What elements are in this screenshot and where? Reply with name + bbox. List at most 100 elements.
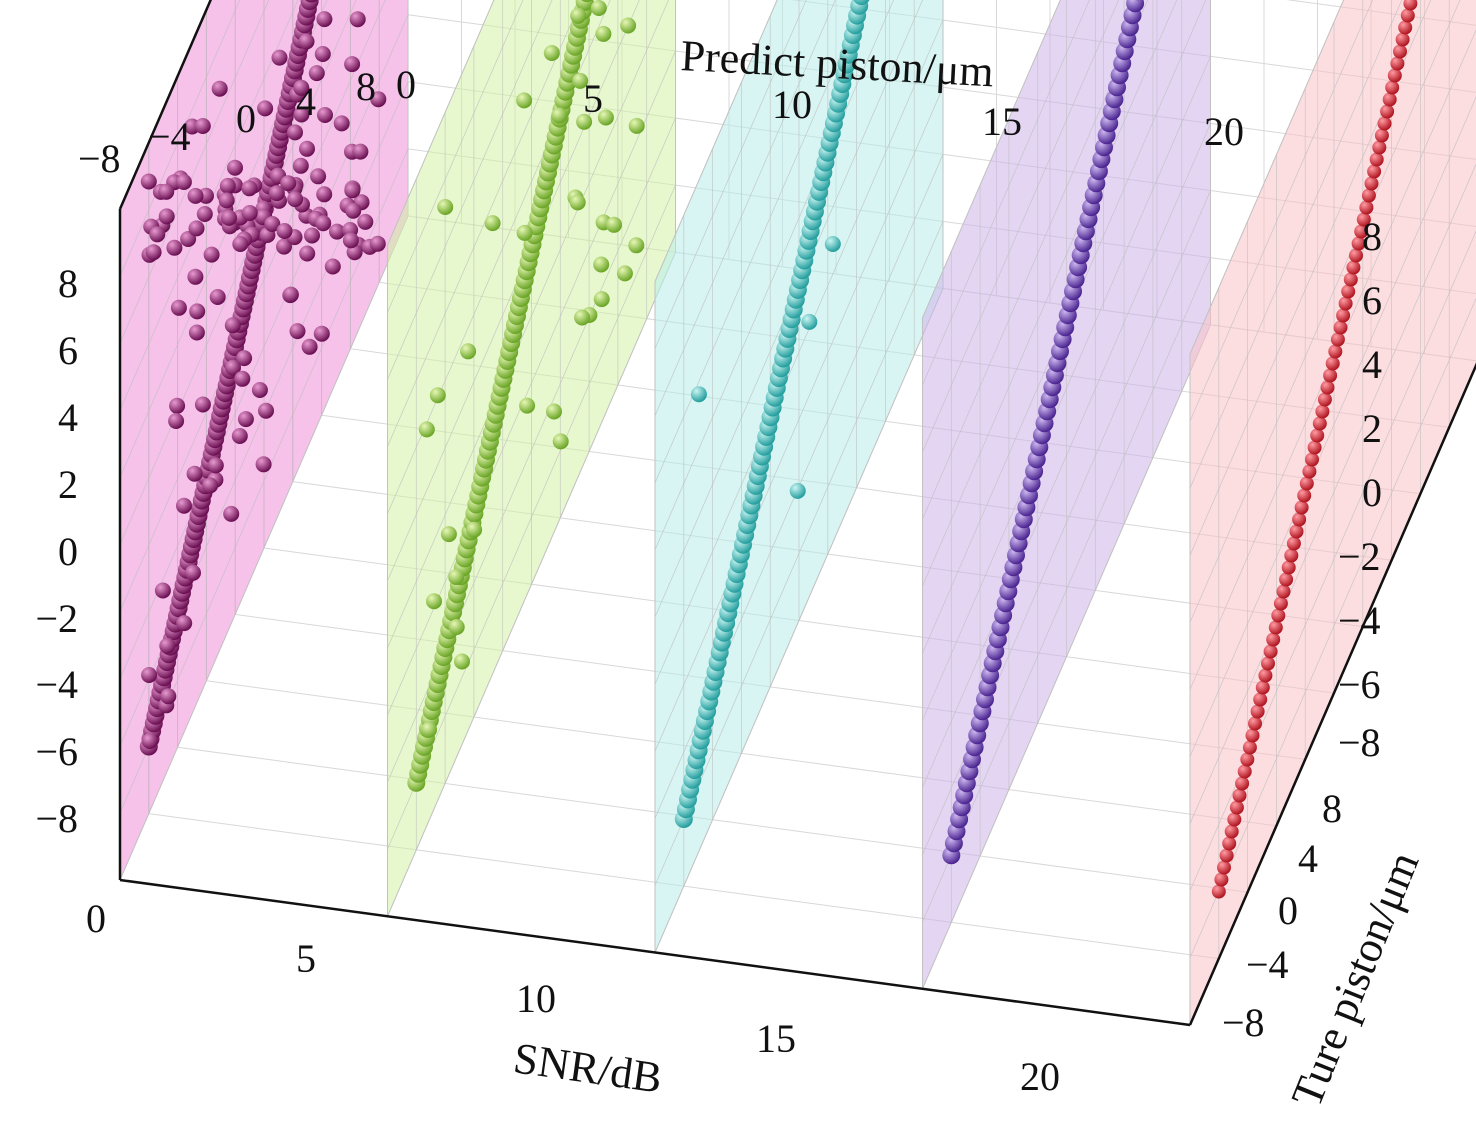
data-point-snr20 xyxy=(1349,248,1363,263)
axis-layer xyxy=(118,0,1476,1027)
tick-predict-2: 0 xyxy=(236,96,256,141)
tick-left-1: −6 xyxy=(35,729,78,774)
data-point-snr20 xyxy=(1343,272,1358,287)
data-point-snr20 xyxy=(1317,392,1332,407)
outlier-point-snr0 xyxy=(304,227,320,244)
outlier-point-snr5 xyxy=(590,0,607,16)
outlier-point-snr0 xyxy=(271,49,288,66)
outlier-point-snr5 xyxy=(454,653,470,670)
data-point-snr20 xyxy=(1294,500,1309,515)
data-point-snr20 xyxy=(1229,800,1244,815)
data-point-snr20 xyxy=(1341,284,1356,299)
data-point-snr20 xyxy=(1276,584,1291,599)
data-point-snr20 xyxy=(1367,164,1382,179)
data-point-snr20 xyxy=(1398,20,1413,35)
data-point-snr20 xyxy=(1305,452,1319,467)
outlier-point-snr0 xyxy=(298,33,315,50)
outlier-point-snr0 xyxy=(158,183,175,200)
data-point-snr20 xyxy=(1299,476,1314,491)
data-point-snr20 xyxy=(1387,68,1402,83)
outlier-point-snr5 xyxy=(448,619,465,635)
axis-edge xyxy=(118,0,213,210)
data-point-snr20 xyxy=(1297,488,1312,503)
outlier-point-snr0 xyxy=(299,245,316,262)
outlier-point-snr0 xyxy=(292,157,309,174)
tick-predict-1: −4 xyxy=(148,114,191,159)
outlier-point-snr0 xyxy=(264,216,281,232)
data-point-snr20 xyxy=(1351,236,1366,251)
outlier-point-snr0 xyxy=(316,11,333,28)
data-point-snr20 xyxy=(1245,728,1260,743)
plane-grid-h xyxy=(922,0,1178,587)
outlier-point-snr0 xyxy=(289,323,306,340)
outlier-point-snr0 xyxy=(316,186,333,203)
tick-right-1: 6 xyxy=(1362,278,1382,323)
outlier-point-snr0 xyxy=(140,173,157,190)
data-point-snr20 xyxy=(1390,56,1405,71)
tick-snr-front-4: 20 xyxy=(1020,1054,1060,1099)
data-point-snr20 xyxy=(1310,428,1325,443)
data-point-snr20 xyxy=(1284,548,1299,563)
outlier-point-snr0 xyxy=(221,209,237,226)
data-point-snr20 xyxy=(1240,752,1255,767)
plane-grid-h xyxy=(119,0,241,277)
data-point-snr20 xyxy=(1354,224,1369,239)
data-point-snr20 xyxy=(1302,464,1317,479)
tick-snr-front-0: 0 xyxy=(86,896,106,941)
data-point-snr20 xyxy=(1268,620,1283,635)
data-point-snr20 xyxy=(1281,560,1296,575)
outlier-point-snr5 xyxy=(597,109,614,126)
outlier-point-snr10 xyxy=(801,313,818,330)
outlier-point-snr5 xyxy=(516,92,533,109)
data-point-snr20 xyxy=(1359,200,1374,215)
tick-snr-back-4: 20 xyxy=(1204,109,1244,154)
plane-grid-h xyxy=(654,0,778,282)
plane-grid-h xyxy=(922,0,1119,453)
data-point-snr20 xyxy=(1273,596,1288,611)
plane-grid-h xyxy=(1189,0,1461,623)
back-grid-h xyxy=(1286,0,1476,26)
point-layer xyxy=(139,0,1418,899)
title-snr: SNR/dB xyxy=(511,1033,666,1102)
tick-right-6: −4 xyxy=(1338,598,1381,643)
plane-grid-h xyxy=(119,0,386,612)
tick-true-3: −4 xyxy=(1246,942,1289,987)
outlier-point-snr0 xyxy=(352,143,369,160)
tick-right-4: 0 xyxy=(1362,470,1382,515)
outlier-point-snr0 xyxy=(237,411,254,428)
tick-right-3: 2 xyxy=(1362,406,1382,451)
data-point-snr5 xyxy=(581,0,593,2)
data-point-snr20 xyxy=(1266,632,1281,647)
outlier-point-snr0 xyxy=(329,223,345,240)
outlier-point-snr0 xyxy=(141,733,158,749)
outlier-point-snr0 xyxy=(345,202,362,219)
outlier-point-snr0 xyxy=(169,397,186,414)
outlier-point-snr0 xyxy=(282,286,299,303)
outlier-point-snr0 xyxy=(187,187,204,204)
data-point-snr20 xyxy=(1214,872,1229,887)
data-point-snr20 xyxy=(1336,308,1351,323)
tick-snr-back-0: 0 xyxy=(396,62,416,107)
data-point-snr20 xyxy=(1330,332,1345,347)
data-point-snr20 xyxy=(1255,680,1270,695)
outlier-point-snr0 xyxy=(268,185,285,202)
data-point-snr20 xyxy=(1338,296,1353,311)
data-point-snr20 xyxy=(1307,440,1322,455)
outlier-point-snr0 xyxy=(234,370,251,387)
data-point-snr20 xyxy=(1400,8,1415,23)
outlier-point-snr5 xyxy=(616,265,633,282)
data-point-snr20 xyxy=(1315,404,1330,419)
outlier-point-snr0 xyxy=(287,191,304,208)
data-point-snr20 xyxy=(1289,524,1304,539)
data-point-snr20 xyxy=(1374,128,1389,143)
outlier-point-snr0 xyxy=(232,236,249,252)
outlier-point-snr0 xyxy=(149,226,166,243)
outlier-point-snr0 xyxy=(211,80,228,97)
outlier-point-snr5 xyxy=(576,113,593,130)
plane-grid-h xyxy=(922,0,1061,318)
outlier-point-snr0 xyxy=(176,497,192,514)
outlier-point-snr0 xyxy=(236,350,253,367)
outlier-point-snr0 xyxy=(301,338,318,355)
outlier-point-snr0 xyxy=(185,564,201,581)
tick-right-7: −6 xyxy=(1338,662,1381,707)
